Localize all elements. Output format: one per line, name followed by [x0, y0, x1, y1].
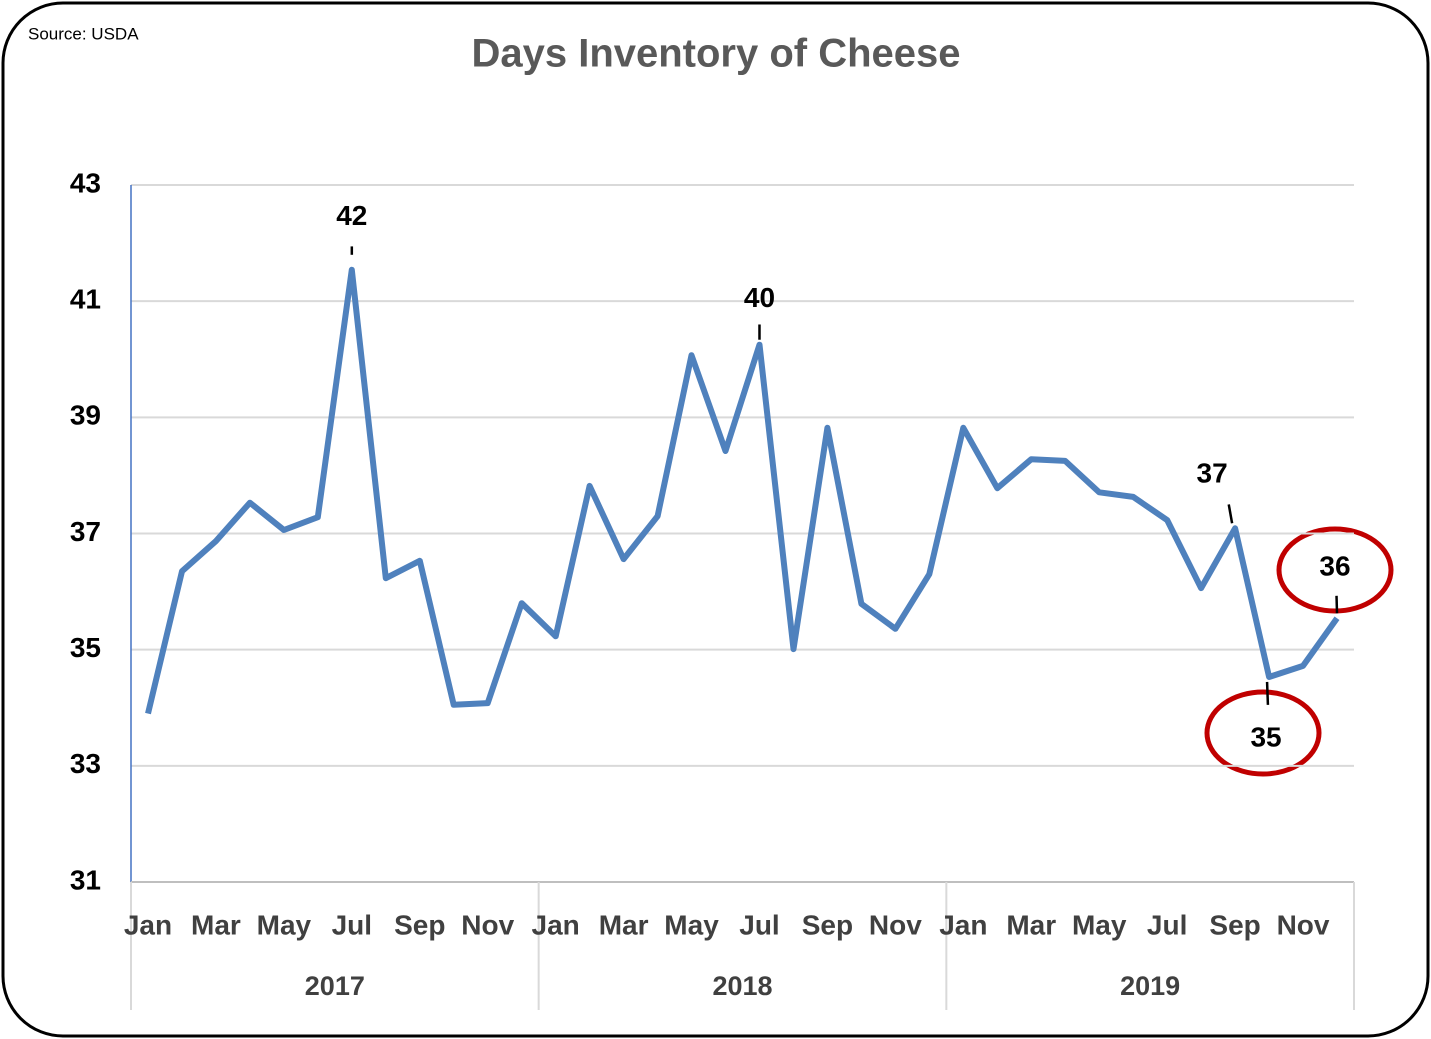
y-tick-label: 41	[70, 284, 101, 315]
highlight-circle	[1276, 526, 1394, 614]
data-label: 36	[1319, 551, 1350, 582]
y-tick-label: 33	[70, 748, 101, 779]
source-note: Source: USDA	[28, 24, 139, 43]
x-tick-label: Mar	[191, 909, 241, 940]
x-tick-label: Nov	[461, 909, 514, 940]
leader-line	[1227, 504, 1234, 524]
x-tick-label: Jan	[939, 909, 987, 940]
year-label: 2017	[305, 971, 365, 1001]
y-tick-label: 31	[70, 864, 101, 895]
x-tick-label: Sep	[394, 909, 445, 940]
x-tick-label: Sep	[802, 909, 853, 940]
x-tick-label: May	[257, 909, 312, 940]
x-tick-label: May	[1072, 909, 1127, 940]
x-tick-label: Jan	[124, 909, 172, 940]
x-tick-label: Sep	[1209, 909, 1260, 940]
data-label: 37	[1197, 458, 1228, 489]
y-tick-label: 43	[70, 167, 101, 198]
chart-title: Days Inventory of Cheese	[471, 32, 960, 76]
leader-line	[1265, 681, 1270, 705]
data-label: 40	[744, 282, 775, 313]
x-tick-label: Nov	[869, 909, 922, 940]
data-line	[145, 266, 1340, 715]
x-tick-label: Jul	[739, 909, 779, 940]
x-tick-label: Nov	[1277, 909, 1330, 940]
x-tick-label: May	[664, 909, 719, 940]
y-tick-label: 39	[70, 400, 101, 431]
highlight-circle	[1204, 689, 1322, 777]
y-tick-label: 37	[70, 516, 101, 547]
x-tick-label: Jul	[332, 909, 372, 940]
x-tick-label: Mar	[1006, 909, 1056, 940]
x-tick-label: Jan	[532, 909, 580, 940]
year-label: 2018	[712, 971, 772, 1001]
y-tick-label: 35	[70, 632, 101, 663]
year-label: 2019	[1120, 971, 1180, 1001]
x-tick-label: Mar	[599, 909, 649, 940]
data-label: 42	[336, 200, 367, 231]
leader-line	[1335, 595, 1339, 614]
data-label: 35	[1250, 721, 1281, 752]
x-tick-label: Jul	[1147, 909, 1187, 940]
